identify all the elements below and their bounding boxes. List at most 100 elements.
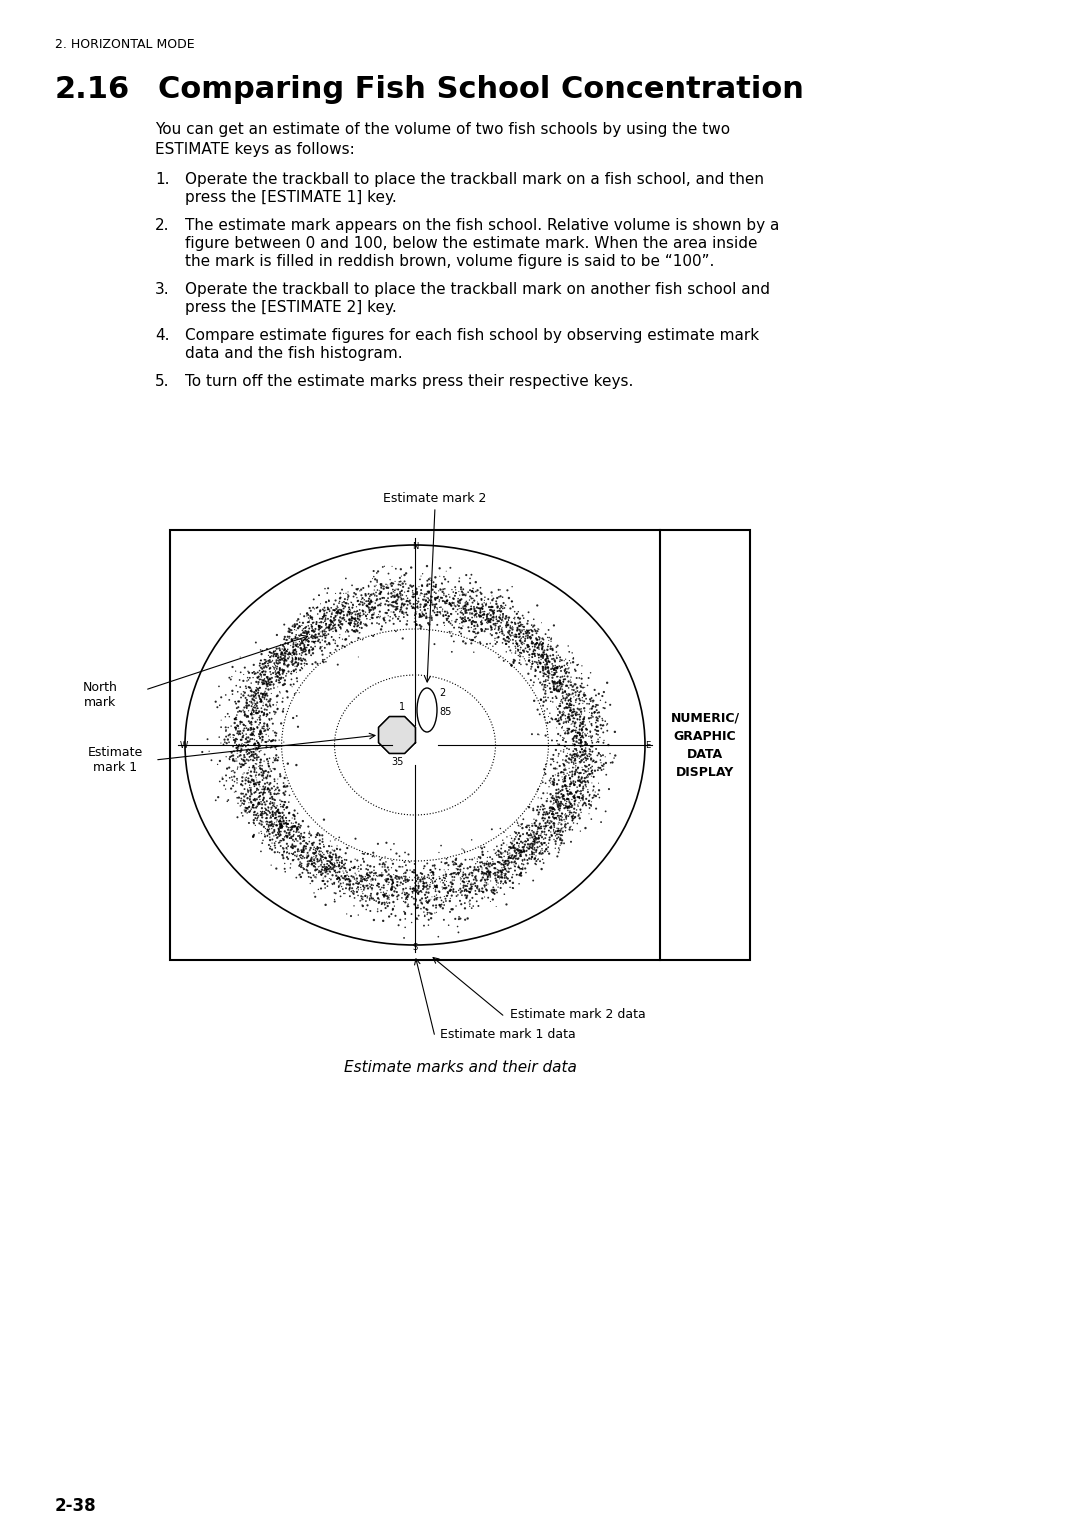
Point [572, 767, 590, 791]
Point [475, 863, 492, 887]
Point [252, 725, 269, 750]
Point [237, 681, 254, 705]
Point [507, 826, 524, 851]
Point [492, 860, 510, 884]
Point [530, 646, 548, 670]
Point [308, 843, 325, 867]
Point [362, 597, 379, 621]
Point [211, 673, 228, 698]
Point [576, 675, 593, 699]
Point [492, 875, 510, 899]
Point [563, 689, 580, 713]
Point [300, 852, 318, 876]
Point [435, 893, 453, 918]
Point [473, 837, 490, 861]
Point [292, 646, 309, 670]
Point [496, 861, 513, 886]
Point [428, 883, 445, 907]
Point [551, 649, 568, 673]
Point [573, 730, 591, 754]
Point [539, 660, 556, 684]
Point [514, 625, 531, 649]
Point [450, 615, 468, 640]
Point [365, 887, 382, 912]
Point [550, 760, 567, 785]
Point [380, 589, 397, 614]
Point [332, 602, 349, 626]
Point [307, 623, 324, 647]
Point [407, 876, 424, 901]
Point [472, 844, 489, 869]
Point [283, 825, 300, 849]
Point [399, 867, 416, 892]
Point [374, 863, 391, 887]
Point [597, 799, 615, 823]
Point [474, 880, 491, 904]
Point [262, 670, 280, 695]
Point [261, 667, 279, 692]
Point [297, 615, 314, 640]
Point [309, 835, 326, 860]
Point [257, 676, 274, 701]
Point [575, 675, 592, 699]
Point [244, 793, 261, 817]
Point [409, 594, 427, 618]
Point [415, 866, 432, 890]
Point [576, 750, 593, 774]
Point [271, 651, 288, 675]
Point [424, 893, 442, 918]
Point [525, 638, 542, 663]
Point [602, 750, 619, 774]
Point [235, 753, 253, 777]
Point [247, 765, 265, 789]
Point [427, 592, 444, 617]
Point [369, 899, 387, 924]
Point [305, 641, 322, 666]
Point [531, 834, 549, 858]
Point [500, 835, 517, 860]
Point [420, 567, 437, 591]
Point [397, 589, 415, 614]
Point [522, 625, 539, 649]
Point [507, 854, 524, 878]
Point [254, 660, 271, 684]
Point [325, 872, 342, 896]
Point [298, 834, 315, 858]
Point [551, 667, 568, 692]
Point [473, 880, 490, 904]
Point [264, 649, 281, 673]
Point [237, 713, 254, 738]
Point [563, 780, 580, 805]
Point [362, 608, 379, 632]
Point [328, 834, 346, 858]
Point [553, 765, 570, 789]
Point [522, 626, 539, 651]
Point [235, 760, 253, 785]
Point [270, 660, 287, 684]
Point [497, 852, 514, 876]
Text: figure between 0 and 100, below the estimate mark. When the area inside: figure between 0 and 100, below the esti… [185, 237, 757, 250]
Point [268, 651, 285, 675]
Point [329, 599, 347, 623]
Point [563, 704, 580, 728]
Point [511, 651, 528, 675]
Point [541, 710, 558, 734]
Point [241, 776, 258, 800]
Point [581, 744, 598, 768]
Point [271, 815, 288, 840]
Point [555, 753, 572, 777]
Point [348, 876, 365, 901]
Point [375, 873, 392, 898]
Point [249, 793, 267, 817]
Point [577, 742, 594, 767]
Point [465, 599, 483, 623]
Point [377, 858, 394, 883]
Point [361, 585, 378, 609]
Point [227, 715, 244, 739]
Point [255, 669, 272, 693]
Point [473, 609, 490, 634]
Point [468, 605, 485, 629]
Point [556, 803, 573, 828]
Point [492, 837, 510, 861]
Point [245, 684, 262, 709]
